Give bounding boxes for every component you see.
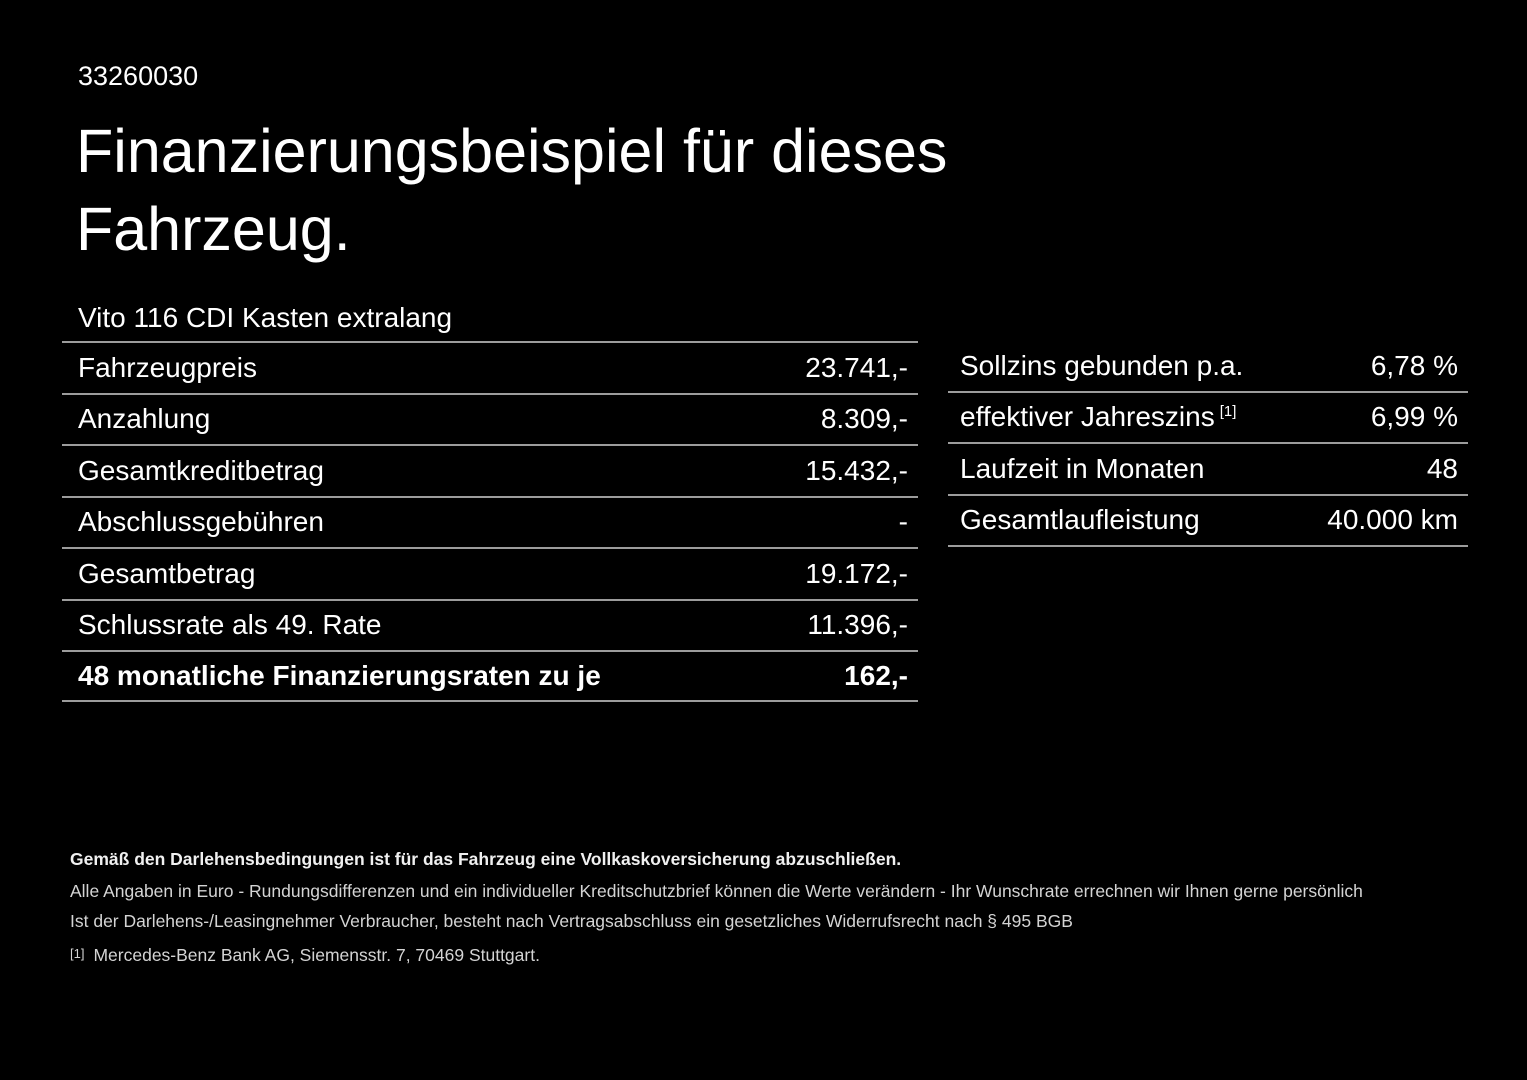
footnote-superscript: [1] — [1219, 402, 1237, 420]
page-title-line-1: Finanzierungsbeispiel für dieses — [76, 117, 948, 185]
doc-number: 33260030 — [78, 61, 199, 91]
condition-row-label: effektiver Jahreszins [1] — [960, 401, 1237, 433]
finance-row-value: 19.172,- — [805, 557, 908, 589]
finance-row-label: Fahrzeugpreis — [78, 351, 257, 383]
finance-table-row: Anzahlung 8.309,- — [62, 392, 918, 445]
condition-row-label: Sollzins gebunden p.a. — [960, 349, 1244, 381]
condition-row-value: 6,99 % — [1370, 401, 1458, 433]
finance-row-label: Gesamtkreditbetrag — [78, 454, 324, 486]
condition-row-value: 40.000 km — [1327, 504, 1458, 536]
finance-row-value: - — [898, 506, 908, 538]
footnote-text: Mercedes-Benz Bank AG, Siemensstr. 7, 70… — [93, 945, 540, 965]
conditions-table: Sollzins gebunden p.a. 6,78 % effektiver… — [948, 341, 1468, 547]
conditions-table-row: Laufzeit in Monaten 48 — [948, 444, 1468, 496]
finance-row-label: Gesamtbetrag — [78, 557, 256, 589]
condition-row-value: 6,78 % — [1370, 349, 1458, 381]
finance-row-label: Anzahlung — [78, 403, 211, 435]
finance-row-value: 11.396,- — [807, 609, 908, 641]
finance-row-value: 23.741,- — [805, 351, 908, 383]
finance-row-value: 8.309,- — [820, 403, 908, 435]
finance-table-row: Schlussrate als 49. Rate 11.396,- — [62, 598, 918, 651]
vehicle-model: Vito 116 CDI Kasten extralang — [78, 302, 453, 333]
finance-table-row: Gesamtbetrag 19.172,- — [62, 547, 918, 599]
finance-row-label: 48 monatliche Finanzierungsraten zu je — [78, 659, 601, 691]
conditions-table-row: Sollzins gebunden p.a. 6,78 % — [948, 341, 1468, 393]
finance-table-row: 48 monatliche Finanzierungsraten zu je 1… — [62, 650, 918, 702]
footnote-marker: [1] — [70, 946, 85, 961]
page-title-line-2: Fahrzeug. — [76, 195, 351, 263]
footnote-reference: [1] Mercedes-Benz Bank AG, Siemensstr. 7,… — [70, 945, 540, 966]
insurance-note: Gemäß den Darlehensbedingungen ist für d… — [70, 849, 902, 869]
condition-row-label: Laufzeit in Monaten — [960, 452, 1205, 484]
page-title: Finanzierungsbeispiel für dieses Fahrzeu… — [76, 112, 947, 268]
finance-table-row: Abschlussgebühren - — [62, 495, 918, 548]
conditions-table-row: Gesamtlaufleistung 40.000 km — [948, 496, 1468, 547]
conditions-table-row: effektiver Jahreszins [1] 6,99 % — [948, 393, 1468, 444]
finance-table: Fahrzeugpreis 23.741,- Anzahlung 8.309,-… — [62, 341, 918, 702]
disclaimer-line-2: Ist der Darlehens-/Leasingnehmer Verbrau… — [70, 911, 1073, 931]
finance-row-value: 15.432,- — [805, 454, 908, 486]
condition-row-value: 48 — [1426, 452, 1458, 484]
condition-row-label: Gesamtlaufleistung — [960, 504, 1200, 536]
finance-table-row: Gesamtkreditbetrag 15.432,- — [62, 444, 918, 496]
finance-row-label: Abschlussgebühren — [78, 506, 324, 538]
finance-row-value: 162,- — [844, 659, 908, 691]
disclaimer-line-1: Alle Angaben in Euro - Rundungsdifferenz… — [70, 881, 1363, 901]
finance-row-label: Schlussrate als 49. Rate — [78, 609, 382, 641]
finance-table-row: Fahrzeugpreis 23.741,- — [62, 341, 918, 393]
